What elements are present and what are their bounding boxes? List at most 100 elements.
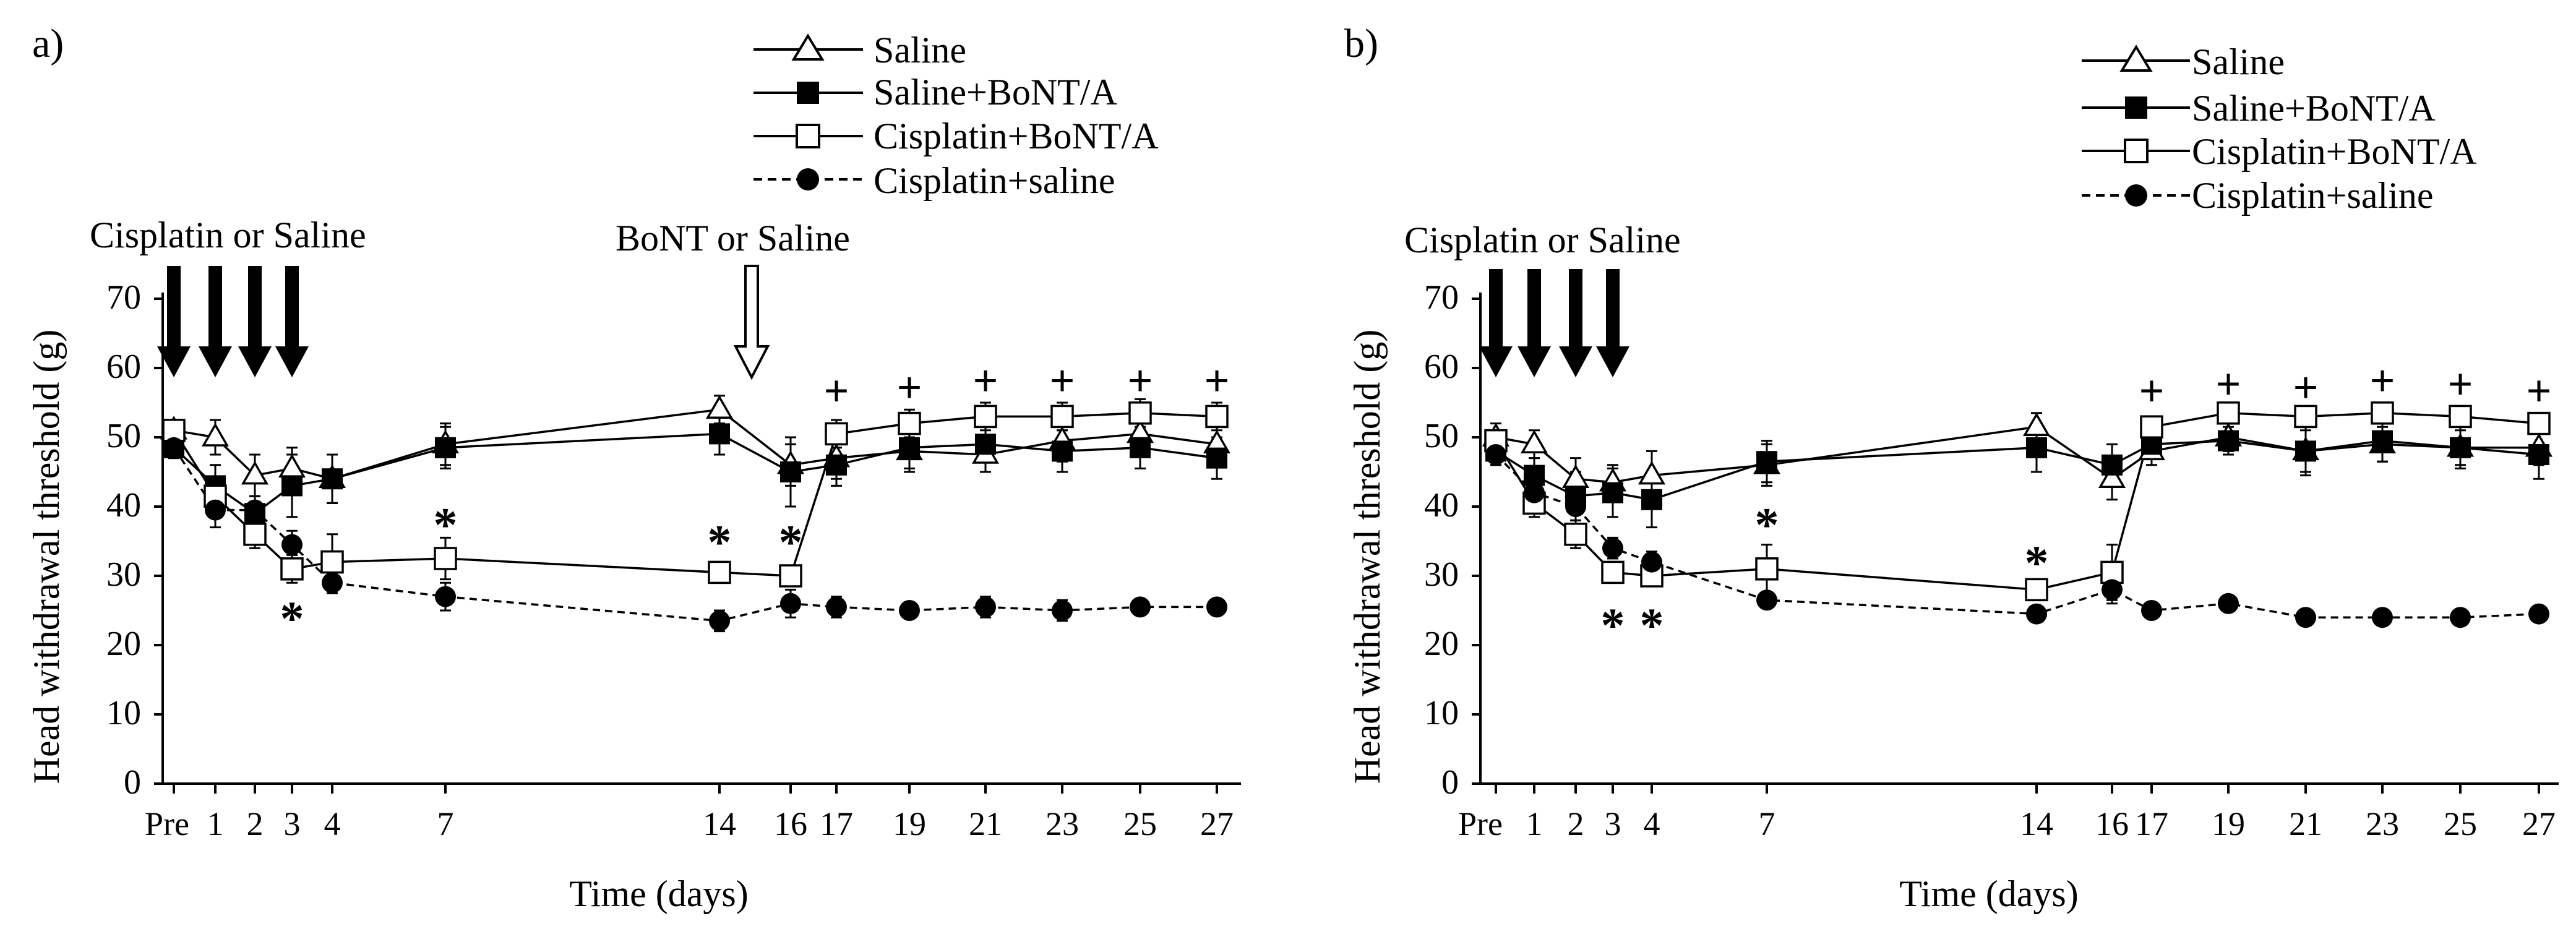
significance-asterisk: * [779,515,803,569]
panel-label: a) [32,21,64,66]
data-point [2450,607,2471,628]
x-tick-label: 25 [1123,805,1157,842]
data-point [163,437,184,458]
data-point [1565,496,1586,517]
significance-asterisk: * [1601,598,1625,652]
data-point [1052,440,1073,462]
x-tick-label: 27 [1200,805,1234,842]
legend: Saline Saline+BoNT/A Cisplatin+BoNT/A Ci… [2082,41,2477,216]
panel-b: b) Saline Saline+BoNT/A Cisplatin+BoNT/A [1344,21,2559,914]
data-point [201,422,230,447]
x-tick-label: 25 [2444,805,2477,842]
data-point [2371,401,2394,425]
data-point [826,454,847,476]
legend: Saline Saline+BoNT/A Cisplatin+BoNT/A Ci… [753,30,1159,201]
data-point [1485,444,1506,465]
data-point [1130,596,1151,618]
data-point [1564,523,1587,546]
data-point [2026,603,2047,625]
data-point [2140,415,2163,439]
y-tick-label: 50 [1424,417,1459,455]
x-tick-label: Pre [145,805,189,842]
data-point [2295,440,2316,462]
treatment-arrow-filled [157,266,191,377]
data-point [281,475,303,497]
x-axis-title: Time (days) [1899,873,2078,914]
y-tick-label: 70 [1424,278,1459,317]
legend-label: Cisplatin+BoNT/A [874,116,1159,156]
arrow-label-cisplatin: Cisplatin or Saline [90,215,366,255]
legend-item-saline-bont: Saline+BoNT/A [2082,88,2436,129]
legend-label: Saline+BoNT/A [2192,88,2436,129]
legend-label: Saline [874,30,966,71]
data-point [1130,437,1151,458]
data-point [2218,593,2239,614]
series-line [173,447,1217,622]
x-tick-label: 4 [324,805,341,842]
data-point [2217,401,2240,425]
markers-saline-bont-a [163,423,1227,524]
markers-saline-bont-a [1485,430,2549,510]
data-point [826,596,847,618]
x-tick-label: 16 [774,805,807,842]
x-tick-label: 4 [1644,805,1660,842]
x-tick-label: Pre [1458,805,1503,842]
significance-plus: + [2447,359,2473,409]
data-point [2098,464,2126,488]
data-point [1641,551,1662,573]
data-point [899,600,920,621]
significance-plus: + [1049,356,1075,405]
y-tick-label: 10 [106,694,141,732]
y-tick-label: 20 [106,625,141,663]
x-tick-label: 23 [2366,805,2399,842]
legend-item-saline-bont: Saline+BoNT/A [753,72,1117,113]
significance-plus: + [2526,366,2551,416]
legend-label: Saline+BoNT/A [874,72,1117,113]
data-point [2102,454,2123,476]
x-tick-label: 14 [703,805,736,842]
data-point [434,547,457,570]
markers-cisplatin-bont-a [162,401,1229,588]
significance-asterisk: * [434,498,458,552]
data-point [435,437,456,458]
legend-item-saline: Saline [753,30,966,71]
data-point [2372,430,2393,452]
data-point [1052,600,1073,621]
arrow-label-cisplatin: Cisplatin or Saline [1404,220,1681,260]
y-tick-label: 10 [1424,694,1459,732]
treatment-arrow-open [733,265,770,380]
data-point [705,395,734,419]
legend-label: Cisplatin+saline [874,160,1115,201]
data-point [2372,607,2393,628]
x-tick-label: 14 [2020,805,2053,842]
data-point [280,557,304,581]
significance-plus: + [972,356,998,405]
legend-label: Cisplatin+BoNT/A [2192,131,2477,172]
data-point [2449,405,2472,429]
x-tick-label: 19 [893,805,926,842]
data-point [2450,437,2471,458]
data-point [709,423,730,445]
x-tick-label: 19 [2212,805,2245,842]
data-point [825,422,848,446]
x-tick-label: 2 [247,805,264,842]
data-point [1756,451,1777,473]
data-point [244,499,265,521]
x-tick-label: 21 [2289,805,2322,842]
data-point [2528,603,2549,625]
significance-asterisk: * [2025,536,2049,589]
treatment-arrow-filled [1479,269,1513,377]
significance-plus: + [2293,363,2318,413]
data-point [322,572,343,594]
data-point [1520,429,1548,453]
markers-cisplatin-saline [163,437,1227,631]
x-tick-label: 2 [1568,805,1584,842]
data-point [2022,412,2051,436]
y-tick-label: 50 [106,417,141,455]
data-point [241,461,269,485]
panel-a: a) Saline Saline+BoNT/A Cisplatin+BoNT/A [26,21,1241,914]
data-point [975,434,996,455]
treatment-arrow-filled [1559,269,1592,377]
significance-plus: + [896,363,922,413]
x-tick-labels: Pre 1 2 3 4 7 14 16 17 19 21 23 25 27 [145,805,1234,842]
